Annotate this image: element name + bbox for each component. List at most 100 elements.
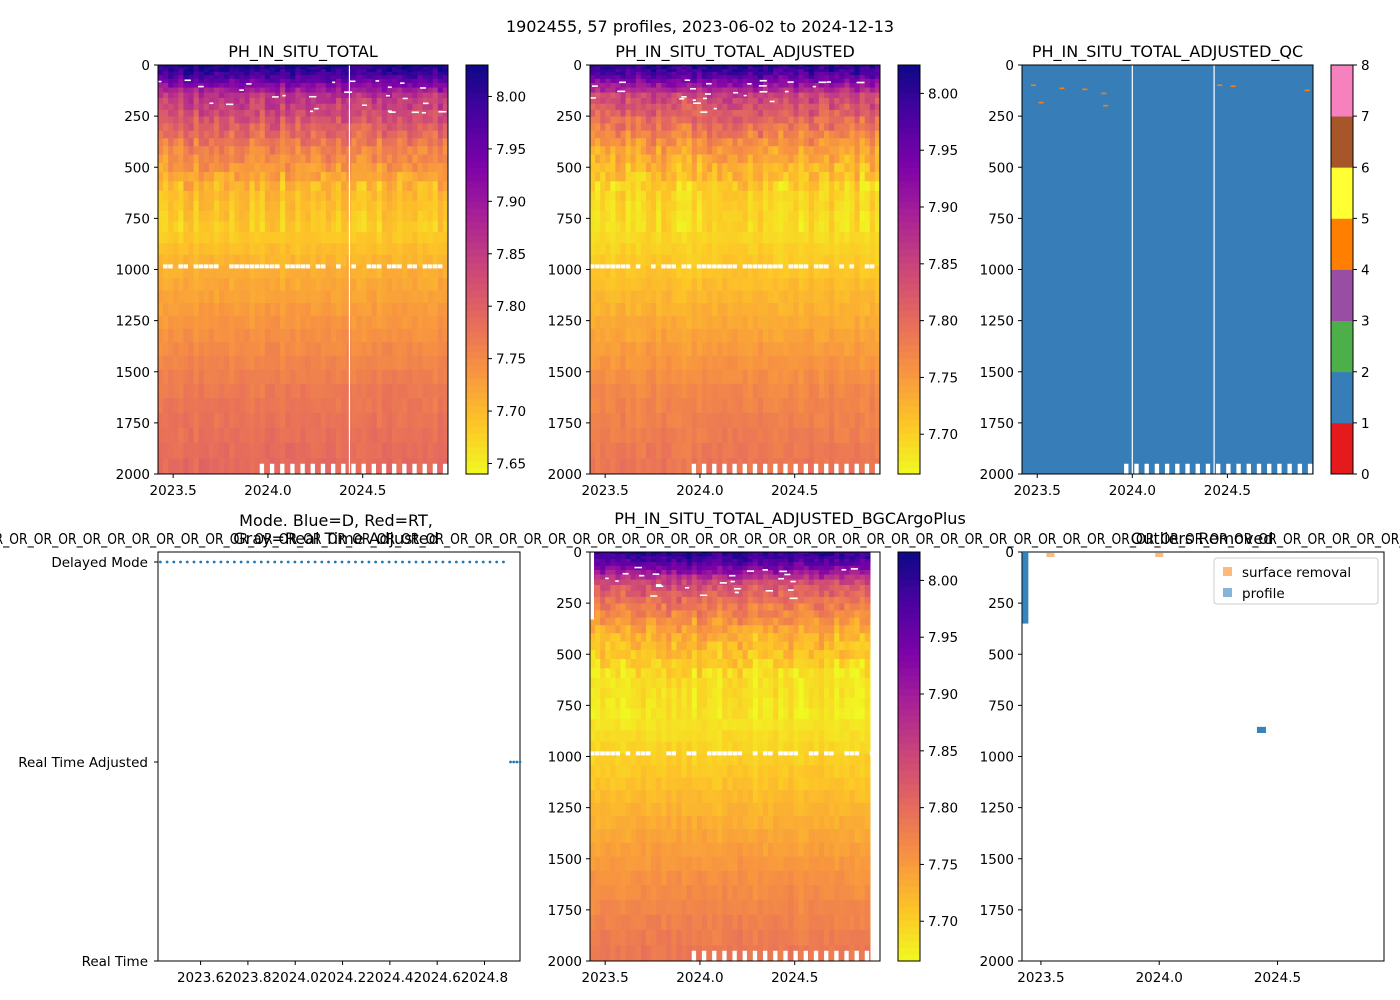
raw-heatmap-cell xyxy=(203,190,210,202)
adjusted-heatmap-cell xyxy=(661,163,667,173)
raw-heatmap-cell xyxy=(356,65,363,67)
adjusted-heatmap-cell xyxy=(717,278,723,292)
raw-gap-1000m xyxy=(213,264,219,269)
raw-heatmap-cell xyxy=(371,116,378,124)
raw-heatmap-cell xyxy=(208,87,215,94)
raw-heatmap-cell xyxy=(442,65,449,68)
raw-heatmap-cell xyxy=(285,458,291,475)
raw-heatmap-cell xyxy=(432,69,439,73)
raw-heatmap-cell xyxy=(432,412,439,429)
adjusted-heatmap-cell xyxy=(620,69,627,73)
adjusted-heatmap-cell xyxy=(783,303,789,317)
raw-heatmap-cell xyxy=(427,87,434,94)
adjusted-heatmap-cell xyxy=(783,315,789,330)
raw-heatmap-cell xyxy=(341,69,347,73)
raw-heatmap-cell xyxy=(264,427,271,444)
adjusted-heatmap-cell xyxy=(691,109,698,117)
raw-heatmap-cell xyxy=(402,123,408,132)
raw-heatmap-cell xyxy=(239,315,245,330)
raw-heatmap-cell xyxy=(422,290,429,304)
raw-heatmap-cell xyxy=(376,82,383,89)
raw-heatmap-cell xyxy=(234,442,240,459)
raw-colorbar-segment xyxy=(466,112,488,121)
raw-heatmap-cell xyxy=(376,65,383,67)
adjusted-heatmap-cell xyxy=(696,458,703,475)
adjusted-heatmap-cell xyxy=(849,369,856,385)
adjusted-heatmap-cell xyxy=(773,278,779,292)
adjusted-heatmap-cell xyxy=(656,123,662,132)
raw-heatmap-cell xyxy=(183,200,190,212)
adjusted-heatmap-cell xyxy=(661,123,667,132)
raw-heatmap-cell xyxy=(244,109,251,117)
adjusted-heatmap-cell xyxy=(681,97,688,105)
adjusted-heatmap-cell xyxy=(661,328,667,343)
raw-heatmap-cell xyxy=(325,163,332,173)
raw-heatmap-cell xyxy=(249,87,256,94)
adjusted-heatmap-cell xyxy=(635,210,642,222)
adjusted-heatmap-cell xyxy=(635,146,642,155)
raw-heatmap-cell xyxy=(300,109,307,117)
adjusted-heatmap-cell xyxy=(615,138,622,147)
adjusted-heatmap-cell xyxy=(701,97,708,105)
raw-heatmap-cell xyxy=(173,290,179,304)
raw-colorbar-segment xyxy=(466,85,488,93)
raw-gap-1000m xyxy=(275,264,280,269)
raw-heatmap-cell xyxy=(259,65,266,68)
raw-heatmap-cell xyxy=(219,163,225,173)
raw-heatmap-cell xyxy=(254,266,261,279)
adjusted-heatmap-cell xyxy=(605,97,611,105)
adjusted-heatmap-cell xyxy=(722,130,728,139)
raw-heatmap-cell xyxy=(341,232,347,244)
adjusted-heatmap-cell xyxy=(783,221,789,233)
raw-heatmap-cell xyxy=(249,303,256,317)
adjusted-heatmap-cell xyxy=(696,342,703,357)
adjusted-heatmap-cell xyxy=(839,243,845,256)
adjusted-heatmap-cell xyxy=(691,163,698,173)
raw-heatmap-cell xyxy=(366,290,373,304)
adjusted-heatmap-cell xyxy=(610,442,616,459)
raw-heatmap-cell xyxy=(173,200,179,212)
raw-gap-bottom xyxy=(269,463,275,474)
raw-heatmap-cell xyxy=(208,442,215,459)
raw-heatmap-cell xyxy=(320,221,327,233)
raw-heatmap-cell xyxy=(158,398,164,414)
raw-heatmap-cell xyxy=(280,412,286,429)
raw-heatmap-cell xyxy=(249,130,256,139)
raw-heatmap-cell xyxy=(320,412,327,429)
raw-heatmap-cell xyxy=(417,266,424,279)
adjusted-heatmap-cell xyxy=(630,109,637,117)
raw-heatmap-cell xyxy=(188,138,195,147)
adjusted-heatmap-cell xyxy=(813,383,820,399)
raw-heatmap-cell xyxy=(412,190,418,202)
adjusted-heatmap-cell xyxy=(803,278,810,292)
adjusted-heatmap-cell xyxy=(834,75,840,80)
adjusted-heatmap-cell xyxy=(742,65,749,68)
adjusted-heatmap-cell xyxy=(605,254,611,267)
adjusted-heatmap-cell xyxy=(691,266,698,279)
raw-heatmap-cell xyxy=(224,427,230,444)
raw-heatmap-cell xyxy=(315,412,322,429)
adjusted-heatmap-cell xyxy=(808,266,815,279)
adjusted-heatmap-cell xyxy=(717,172,723,182)
raw-heatmap-cell xyxy=(173,266,179,279)
raw-heatmap-cell xyxy=(397,369,403,385)
raw-heatmap-cell xyxy=(366,75,373,80)
raw-heatmap-cell xyxy=(310,254,317,267)
adjusted-heatmap-cell xyxy=(722,427,728,444)
raw-heatmap-cell xyxy=(163,138,169,147)
adjusted-heatmap-cell xyxy=(849,103,856,111)
adjusted-heatmap-cell xyxy=(783,97,789,105)
raw-colorbar-segment xyxy=(466,174,488,182)
raw-heatmap-cell xyxy=(275,172,281,182)
adjusted-heatmap-cell xyxy=(620,67,627,70)
raw-heatmap-cell xyxy=(422,82,429,89)
adjusted-heatmap-cell xyxy=(757,290,764,304)
raw-heatmap-cell xyxy=(392,303,398,317)
adjusted-heatmap-cell xyxy=(732,266,739,279)
raw-heatmap-cell xyxy=(264,315,271,330)
adjusted-heatmap-cell xyxy=(686,278,693,292)
raw-heatmap-cell xyxy=(244,163,251,173)
raw-heatmap-cell xyxy=(249,442,256,459)
raw-heatmap-cell xyxy=(259,266,266,279)
adjusted-heatmap-cell xyxy=(600,458,606,475)
